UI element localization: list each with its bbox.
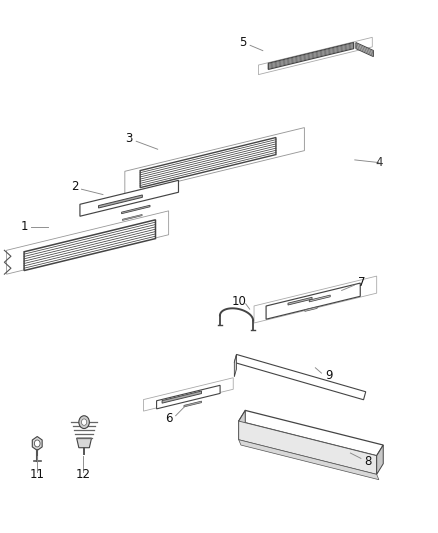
Polygon shape xyxy=(288,297,312,305)
Polygon shape xyxy=(239,440,379,480)
Circle shape xyxy=(79,416,89,429)
Text: 5: 5 xyxy=(240,36,247,49)
Circle shape xyxy=(81,419,87,425)
Polygon shape xyxy=(239,421,377,474)
Polygon shape xyxy=(377,445,383,474)
Polygon shape xyxy=(24,220,155,271)
Text: 6: 6 xyxy=(165,412,173,425)
Polygon shape xyxy=(32,437,42,450)
Polygon shape xyxy=(234,354,366,400)
Polygon shape xyxy=(156,385,220,409)
Polygon shape xyxy=(239,410,245,440)
Polygon shape xyxy=(122,214,142,221)
Polygon shape xyxy=(305,307,317,311)
Polygon shape xyxy=(184,401,201,407)
Polygon shape xyxy=(234,354,237,377)
Polygon shape xyxy=(162,391,201,403)
Polygon shape xyxy=(140,138,276,188)
Circle shape xyxy=(34,440,40,447)
Polygon shape xyxy=(121,205,150,214)
Polygon shape xyxy=(309,295,330,302)
Text: 11: 11 xyxy=(30,468,45,481)
Text: 7: 7 xyxy=(357,276,365,289)
Text: 10: 10 xyxy=(231,295,246,308)
Polygon shape xyxy=(266,283,360,319)
Polygon shape xyxy=(268,43,354,69)
Text: 9: 9 xyxy=(325,369,332,382)
Text: 2: 2 xyxy=(71,180,78,193)
Text: 1: 1 xyxy=(20,220,28,233)
Text: 8: 8 xyxy=(364,455,371,467)
Polygon shape xyxy=(356,43,373,56)
Text: 3: 3 xyxy=(126,132,133,145)
Polygon shape xyxy=(99,195,142,208)
Polygon shape xyxy=(239,410,383,456)
Polygon shape xyxy=(77,438,92,448)
Text: 12: 12 xyxy=(76,468,91,481)
Text: 4: 4 xyxy=(375,156,383,169)
Polygon shape xyxy=(80,180,178,216)
